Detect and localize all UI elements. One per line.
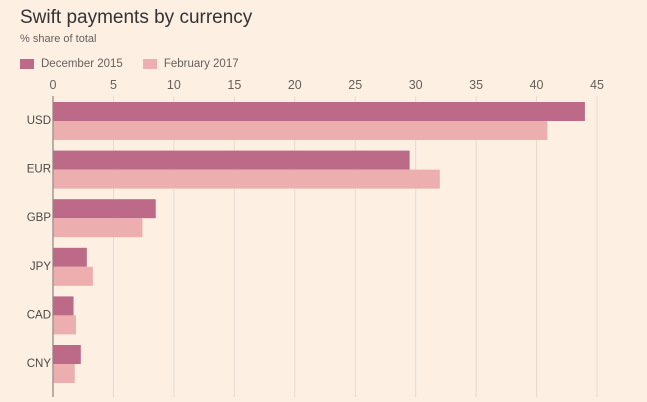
- bar-gbp-december-2015: [53, 199, 156, 219]
- x-tick-label-20: 20: [288, 78, 302, 92]
- bar-cny-december-2015: [53, 345, 81, 364]
- bar-cad-december-2015: [53, 296, 74, 316]
- category-label-jpy: JPY: [30, 261, 51, 273]
- legend-swatch-february-2017: [142, 59, 157, 69]
- bar-jpy-december-2015: [53, 247, 87, 267]
- x-tick-label-30: 30: [409, 78, 423, 92]
- bar-usd-february-2017: [53, 121, 548, 140]
- bar-cny-february-2017: [53, 364, 75, 383]
- legend-swatch-december-2015: [20, 59, 34, 69]
- bar-gbp-february-2017: [53, 218, 143, 238]
- bar-eur-february-2017: [53, 169, 440, 189]
- category-label-usd: USD: [27, 115, 51, 127]
- legend-label-december-2015: December 2015: [41, 58, 123, 70]
- x-tick-label-15: 15: [227, 78, 241, 92]
- x-tick-label-45: 45: [590, 78, 604, 92]
- chart-title: Swift payments by currency: [20, 7, 253, 28]
- x-tick-label-0: 0: [50, 78, 57, 92]
- legend: December 2015 February 2017: [20, 58, 259, 70]
- category-label-cny: CNY: [27, 358, 52, 370]
- x-tick-label-35: 35: [469, 78, 483, 92]
- x-tick-label-25: 25: [348, 78, 362, 92]
- legend-label-february-2017: February 2017: [163, 58, 239, 70]
- bar-eur-december-2015: [53, 150, 410, 170]
- category-label-gbp: GBP: [27, 212, 52, 224]
- legend-item-february-2017: February 2017: [142, 58, 239, 70]
- category-label-cad: CAD: [27, 309, 51, 321]
- legend-item-december-2015: December 2015: [20, 58, 123, 70]
- bar-jpy-february-2017: [53, 266, 93, 286]
- bar-cad-february-2017: [53, 315, 76, 335]
- x-tick-label-5: 5: [110, 78, 117, 92]
- x-tick-label-10: 10: [167, 78, 181, 92]
- x-tick-label-40: 40: [530, 78, 544, 92]
- category-label-eur: EUR: [27, 164, 51, 176]
- chart-subtitle: % share of total: [20, 33, 97, 45]
- bar-usd-december-2015: [53, 102, 585, 121]
